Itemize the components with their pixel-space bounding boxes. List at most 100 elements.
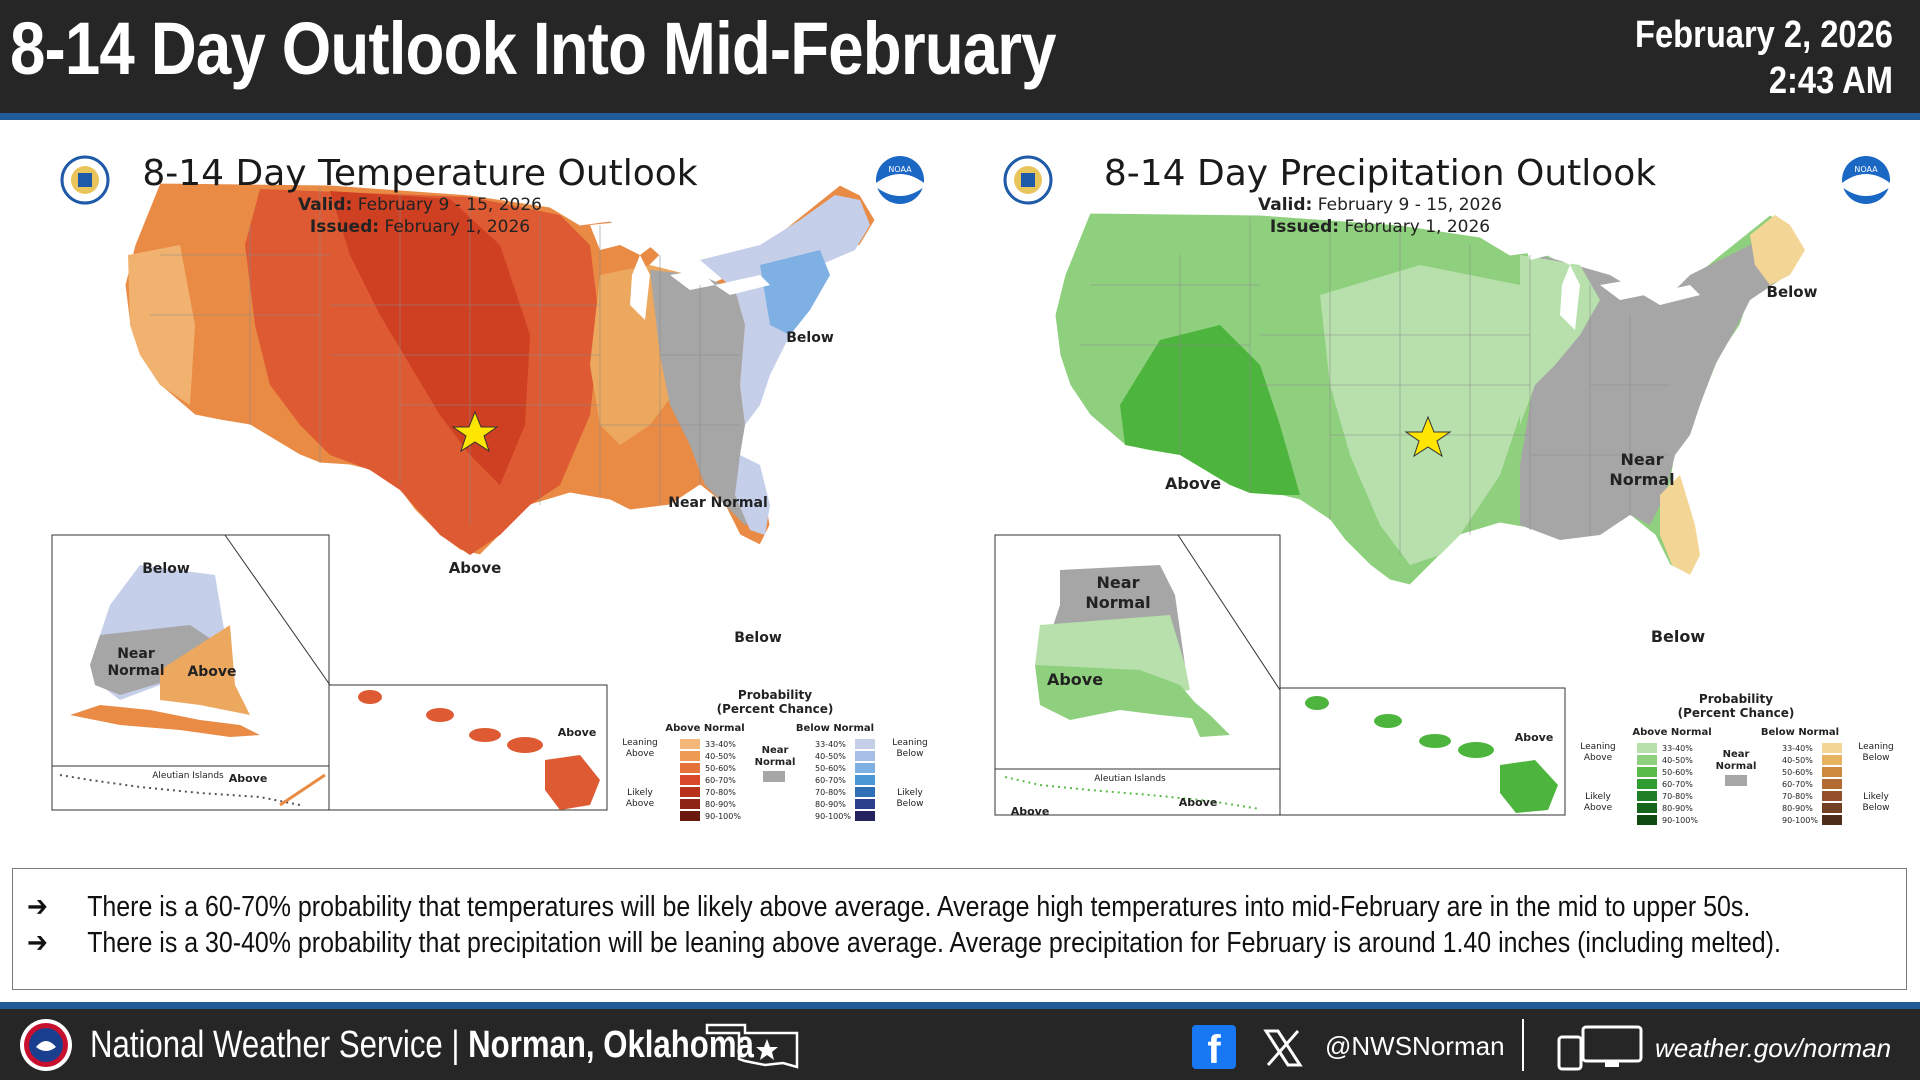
legend-below-header: Below Normal: [796, 723, 874, 734]
legend-below-swatch: [1822, 779, 1842, 789]
issued-date: February 1, 2026: [384, 217, 531, 237]
star-marker-icon: [1404, 415, 1452, 458]
precipitation-legend: Probability (Percent Chance) Above Norma…: [1580, 692, 1894, 825]
legend-below-range: 70-80%: [815, 788, 846, 797]
header-datetime: February 2, 2026 2:43 AM: [1635, 12, 1893, 104]
legend-above-swatch: [680, 799, 700, 809]
legend-below-range: 50-60%: [1782, 768, 1813, 777]
conus-shape: [1054, 212, 1806, 586]
legend-above-swatch: [1637, 815, 1657, 825]
legend-likely-below: Likely Below: [1862, 792, 1889, 813]
x-icon[interactable]: [1262, 1027, 1304, 1069]
precipitation-map-title: 8-14 Day Precipitation Outlook: [1103, 153, 1657, 194]
legend-above-swatch: [680, 751, 700, 761]
aleutian-above-label-east: Above: [1179, 796, 1218, 809]
doc-logo-icon: [1003, 155, 1053, 205]
legend-likely-above: Likely Above: [1584, 792, 1613, 813]
hawaii-above-label: Above: [558, 726, 597, 739]
issued-label: Issued:: [1269, 217, 1340, 237]
legend-leaning-above: Leaning Above: [1580, 742, 1616, 763]
nws-logo-icon: [20, 1019, 72, 1071]
legend-below-swatch: [1822, 815, 1842, 825]
header-date: February 2, 2026: [1635, 14, 1893, 56]
arrow-icon: ➔: [27, 927, 48, 959]
legend-above-range: 33-40%: [705, 740, 736, 749]
computer-phone-icon: [1557, 1025, 1643, 1071]
valid-dates: February 9 - 15, 2026: [1317, 195, 1502, 215]
legend-above-swatch: [680, 763, 700, 773]
conus-near-normal-label: Near Normal: [668, 495, 768, 511]
conus-near-normal-label: Near Normal: [1609, 450, 1674, 489]
legend-below-range: 90-100%: [1782, 816, 1818, 825]
legend-above-swatch: [1637, 767, 1657, 777]
legend-below-range: 60-70%: [1782, 780, 1813, 789]
legend-title-line1: Probability: [1699, 692, 1773, 706]
legend-above-range: 80-90%: [705, 800, 736, 809]
alaska-near-normal-label: Near Normal: [107, 646, 164, 679]
legend-title-line2: (Percent Chance): [1678, 706, 1795, 720]
legend-above-range: 60-70%: [705, 776, 736, 785]
legend-below-range: 80-90%: [1782, 804, 1813, 813]
legend-above-range: 70-80%: [1662, 792, 1693, 801]
alaska-inset: [51, 534, 331, 811]
legend-above-range: 90-100%: [705, 812, 741, 821]
legend-below-swatch: [1822, 755, 1842, 765]
bullet-text: There is a 30-40% probability that preci…: [87, 927, 1781, 959]
aleutian-above-label-west: Above: [1011, 805, 1050, 818]
legend-below-range: 33-40%: [1782, 744, 1813, 753]
legend-above-swatch: [1637, 755, 1657, 765]
facebook-icon[interactable]: f: [1192, 1025, 1236, 1072]
legend-above-range: 33-40%: [1662, 744, 1693, 753]
noaa-logo-icon: NOAA: [1842, 156, 1890, 204]
conus-above-label: Above: [1165, 474, 1221, 493]
oklahoma-outline-icon: [705, 1023, 799, 1069]
legend-above-range: 40-50%: [1662, 756, 1693, 765]
header-bar: 8-14 Day Outlook Into Mid-February Febru…: [0, 0, 1920, 113]
svg-text:NOAA: NOAA: [1854, 165, 1878, 174]
legend-above-range: 90-100%: [1662, 816, 1698, 825]
aleutian-above-label: Above: [229, 772, 268, 785]
legend-likely-below: Likely Below: [896, 788, 923, 809]
legend-below-range: 60-70%: [815, 776, 846, 785]
social-handle[interactable]: @NWSNorman: [1325, 1031, 1505, 1061]
temperature-valid-line: Valid: February 9 - 15, 2026: [0, 195, 900, 215]
noaa-logo-icon: NOAA: [876, 156, 924, 204]
alaska-above-label: Above: [187, 664, 236, 680]
issued-date: February 1, 2026: [1344, 217, 1491, 237]
alaska-inset: [994, 534, 1281, 816]
legend-above-header: Above Normal: [665, 723, 744, 734]
legend-below-range: 33-40%: [815, 740, 846, 749]
legend-above-swatch: [1637, 803, 1657, 813]
alaska-above-label: Above: [1047, 670, 1103, 689]
header-divider: [0, 113, 1920, 120]
legend-below-range: 40-50%: [815, 752, 846, 761]
conus-shape: [124, 182, 876, 556]
legend-likely-above: Likely Above: [626, 788, 655, 809]
legend-above-swatch: [680, 811, 700, 821]
legend-title-line1: Probability: [738, 688, 812, 702]
conus-below-label-ne: Below: [786, 330, 834, 346]
conus-below-label-se: Below: [734, 630, 782, 646]
legend-above-swatch: [680, 775, 700, 785]
legend-above-range: 60-70%: [1662, 780, 1693, 789]
legend-title-line2: (Percent Chance): [717, 702, 834, 716]
legend-below-swatch: [855, 811, 875, 821]
footer-org-name: National Weather Service |: [90, 1024, 469, 1066]
footer-office: National Weather Service | Norman, Oklah…: [90, 1024, 754, 1067]
temperature-map: NOAA Above Below Near Nor: [51, 155, 928, 821]
aleutian-islands-label: Aleutian Islands: [1094, 774, 1166, 784]
page-title: 8-14 Day Outlook Into Mid-February: [10, 7, 1057, 90]
legend-near-label: Near Normal: [1716, 749, 1757, 772]
website-link[interactable]: weather.gov/norman: [1655, 1033, 1892, 1063]
summary-bullet-temperature: ➔ There is a 60-70% probability that temp…: [27, 889, 1750, 924]
legend-below-range: 50-60%: [815, 764, 846, 773]
legend-near-swatch: [763, 771, 785, 782]
temperature-legend: Probability (Percent Chance) Above Norma…: [622, 688, 928, 821]
precipitation-map: NOAA Above Below Near Normal Below: [994, 155, 1894, 825]
arrow-icon: ➔: [27, 891, 48, 923]
legend-above-range: 50-60%: [705, 764, 736, 773]
legend-above-range: 50-60%: [1662, 768, 1693, 777]
valid-label: Valid:: [298, 195, 353, 215]
issued-label: Issued:: [309, 217, 380, 237]
temperature-map-title: 8-14 Day Temperature Outlook: [142, 153, 698, 194]
